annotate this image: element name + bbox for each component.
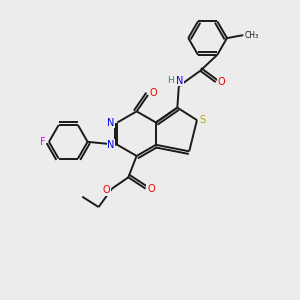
Text: O: O (103, 185, 110, 195)
Text: N: N (107, 140, 115, 150)
Text: N: N (107, 118, 115, 128)
Text: O: O (218, 77, 225, 87)
Text: O: O (149, 88, 157, 98)
Text: H: H (167, 76, 174, 85)
Text: F: F (40, 137, 45, 147)
Text: N: N (176, 76, 183, 86)
Text: CH₃: CH₃ (244, 31, 259, 40)
Text: O: O (147, 184, 155, 194)
Text: S: S (200, 115, 206, 125)
